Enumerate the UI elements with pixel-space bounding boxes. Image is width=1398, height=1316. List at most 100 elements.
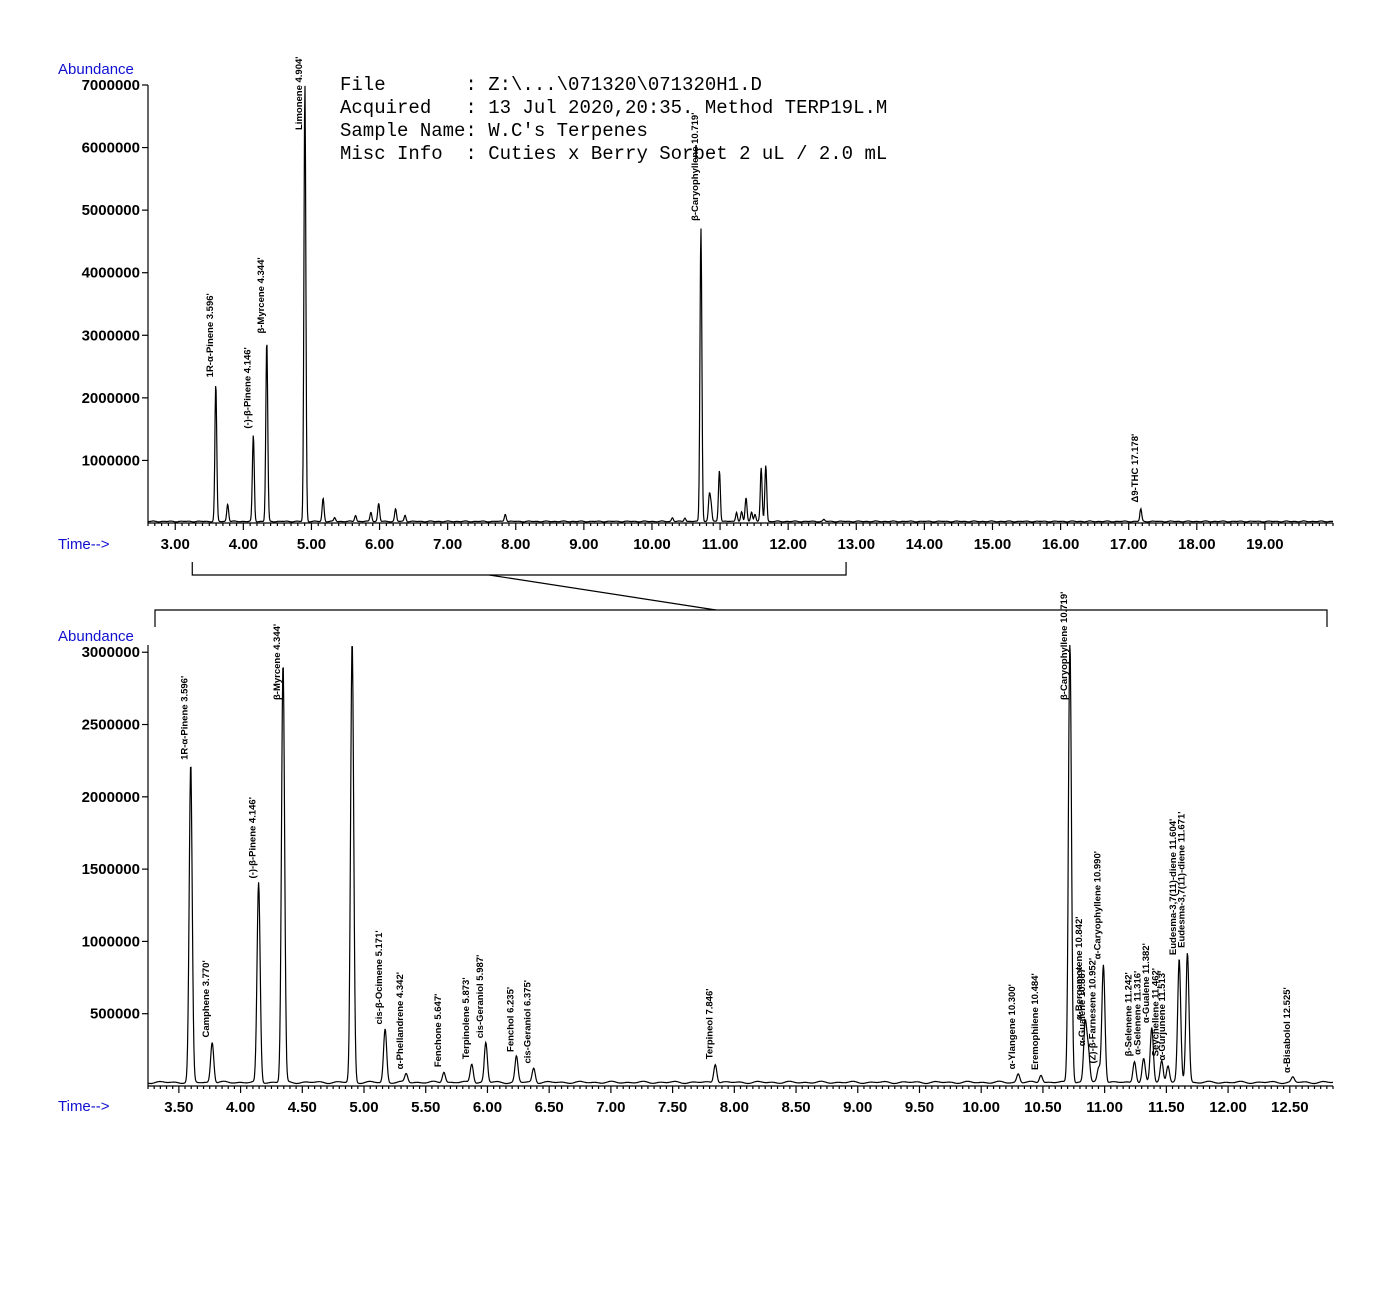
bottom-peak-label: β-Caryophyllene 10.719' xyxy=(1059,592,1070,700)
bottom-peak-label: cis-Geraniol 5.987' xyxy=(475,955,486,1039)
top-xtick-label: 16.00 xyxy=(1042,536,1080,553)
top-ytick-label: 7000000 xyxy=(82,77,140,94)
top-ytick-label: 1000000 xyxy=(82,452,140,469)
bottom-xtick-label: 11.00 xyxy=(1086,1099,1123,1116)
bottom-xtick-label: 8.00 xyxy=(720,1099,749,1116)
bottom-xtick-label: 8.50 xyxy=(781,1099,810,1116)
zoom-range-bracket xyxy=(191,562,847,576)
bottom-chromatogram-trace xyxy=(147,644,1333,1085)
bottom-peak-label: cis-β-Ocimene 5.171' xyxy=(374,930,385,1024)
top-ytick-label: 2000000 xyxy=(82,390,140,407)
bottom-peak-label: Fenchol 6.235' xyxy=(505,987,516,1052)
top-xtick-label: 14.00 xyxy=(906,536,944,553)
bottom-ytick-label: 2500000 xyxy=(82,717,140,734)
bottom-xtick-label: 12.00 xyxy=(1209,1099,1247,1116)
bottom-xtick-label: 7.50 xyxy=(658,1099,687,1116)
zoom-target-bracket xyxy=(154,609,1328,627)
bottom-peak-label: α-Gurjunene 11.513' xyxy=(1157,971,1168,1061)
bottom-ylabel: Abundance xyxy=(58,628,134,645)
bottom-peak-label: Eremophilene 10.484' xyxy=(1030,973,1041,1070)
bottom-peak-label: α-Phellandrene 4.342' xyxy=(395,972,406,1069)
top-xtick-label: 12.00 xyxy=(769,536,807,553)
top-xtick-label: 5.00 xyxy=(297,536,326,553)
bottom-peak-label: α-Gualene 11.382' xyxy=(1141,943,1152,1023)
bottom-peak-label: cis-Geraniol 6.375' xyxy=(523,980,534,1064)
bottom-peak-label: α-Bisabolol 12.525' xyxy=(1282,987,1293,1073)
bottom-peak-label: α-Selenene 11.316' xyxy=(1133,971,1144,1055)
top-xtick-label: 6.00 xyxy=(365,536,394,553)
top-xtick-label: 19.00 xyxy=(1246,536,1284,553)
top-xtick-label: 4.00 xyxy=(229,536,258,553)
bottom-chromatogram: Abundance Time--> 500000 1000000 1500000 2000… xyxy=(58,592,1334,1116)
top-xtick-label: 10.00 xyxy=(633,536,671,553)
bottom-peak-label: Camphene 3.770' xyxy=(201,960,212,1037)
bottom-xtick-label: 4.50 xyxy=(288,1099,317,1116)
bottom-peak-label: (Z)-β-Farnesene 10.952' xyxy=(1088,958,1099,1064)
info-acquired-line: Acquired : 13 Jul 2020,20:35. Method TER… xyxy=(340,97,887,119)
bottom-peak-label: Fenchone 5.647' xyxy=(433,994,444,1068)
bottom-xtick-label: 5.00 xyxy=(349,1099,378,1116)
top-ytick-label: 5000000 xyxy=(82,202,140,219)
top-xtick-label: 15.00 xyxy=(974,536,1012,553)
bottom-xtick-label: 6.50 xyxy=(535,1099,564,1116)
bottom-peak-label: Eudesma-3,7(11)-diene 11.671' xyxy=(1176,811,1187,947)
zoom-bracket xyxy=(154,562,1328,627)
bottom-peak-label: (-)-β-Pinene 4.146' xyxy=(248,797,259,878)
bottom-ytick-label: 500000 xyxy=(90,1006,140,1023)
bottom-peak-label: β-Selenene 11.242' xyxy=(1124,972,1135,1056)
top-xtick-label: 18.00 xyxy=(1178,536,1216,553)
zoom-connector-line xyxy=(489,574,717,611)
top-ytick-label: 6000000 xyxy=(82,140,140,157)
bottom-xtick-label: 7.00 xyxy=(596,1099,625,1116)
top-xtick-label: 7.00 xyxy=(433,536,462,553)
top-peak-label: β-Myrcene 4.344' xyxy=(256,257,267,333)
bottom-xtick-label: 4.00 xyxy=(226,1099,255,1116)
bottom-peak-label: α-Gualene 10.867' xyxy=(1077,966,1088,1046)
bottom-ytick-label: 2000000 xyxy=(82,789,140,806)
top-chromatogram-trace xyxy=(148,85,1334,523)
top-xtick-label: 11.00 xyxy=(702,536,739,553)
top-ylabel: Abundance xyxy=(58,61,134,78)
top-peak-label: 1R-α-Pinene 3.596' xyxy=(205,293,216,377)
bottom-peak-label: Seychellene 11.462' xyxy=(1151,968,1162,1056)
top-peak-label: Δ9-THC 17.178' xyxy=(1130,434,1141,503)
bottom-peak-label: α-Ylangene 10.300' xyxy=(1007,984,1018,1069)
bottom-xtick-label: 10.00 xyxy=(962,1099,1000,1116)
top-peak-label: (-)-β-Pinene 4.146' xyxy=(242,347,253,428)
bottom-xtick-label: 10.50 xyxy=(1024,1099,1062,1116)
top-xtick-label: 17.00 xyxy=(1110,536,1148,553)
top-xtick-label: 8.00 xyxy=(501,536,530,553)
info-sample-name-line: Sample Name: W.C's Terpenes xyxy=(340,120,648,142)
top-xtick-label: 9.00 xyxy=(569,536,598,553)
bottom-peak-label: 1R-α-Pinene 3.596' xyxy=(180,676,191,760)
bottom-ytick-label: 1000000 xyxy=(82,933,140,950)
bottom-ytick-label: 1500000 xyxy=(82,861,140,878)
bottom-xtick-label: 11.50 xyxy=(1148,1099,1185,1116)
bottom-peak-label: Eudesma-3,7(11)-diene 11.604' xyxy=(1168,819,1179,955)
bottom-peak-label: β-Myrcene 4.344' xyxy=(272,624,283,700)
bottom-peak-label: Terpinolene 5.873' xyxy=(461,977,472,1059)
bottom-peak-label: Terpineol 7.846' xyxy=(704,988,715,1059)
top-xtick-label: 3.00 xyxy=(161,536,190,553)
top-peak-label: β-Caryophyllene 10.719' xyxy=(690,113,701,221)
sample-info-block: File : Z:\...\071320\071320H1.D Acquired… xyxy=(340,74,887,165)
bottom-xtick-label: 9.00 xyxy=(843,1099,872,1116)
bottom-xlabel: Time--> xyxy=(58,1098,110,1115)
bottom-peak-label: α-Bergamotene 10.842' xyxy=(1074,916,1085,1020)
bottom-xtick-label: 9.50 xyxy=(905,1099,934,1116)
top-xtick-label: 13.00 xyxy=(838,536,876,553)
bottom-ytick-label: 3000000 xyxy=(82,644,140,661)
top-ytick-label: 4000000 xyxy=(82,265,140,282)
top-peak-label: Limonene 4.904' xyxy=(294,56,305,130)
bottom-xtick-label: 3.50 xyxy=(164,1099,193,1116)
top-ytick-label: 3000000 xyxy=(82,327,140,344)
info-file-line: File : Z:\...\071320\071320H1.D xyxy=(340,74,762,96)
bottom-xtick-label: 6.00 xyxy=(473,1099,502,1116)
bottom-peak-label: α-Caryophyllene 10.990' xyxy=(1092,851,1103,959)
bottom-xtick-label: 12.50 xyxy=(1271,1099,1309,1116)
info-misc-line: Misc Info : Cuties x Berry Sorbet 2 uL /… xyxy=(340,143,887,165)
top-chromatogram: Abundance Time--> 1000000 2000000 3000000 400… xyxy=(58,56,1334,553)
top-xlabel: Time--> xyxy=(58,536,110,553)
bottom-xtick-label: 5.50 xyxy=(411,1099,440,1116)
